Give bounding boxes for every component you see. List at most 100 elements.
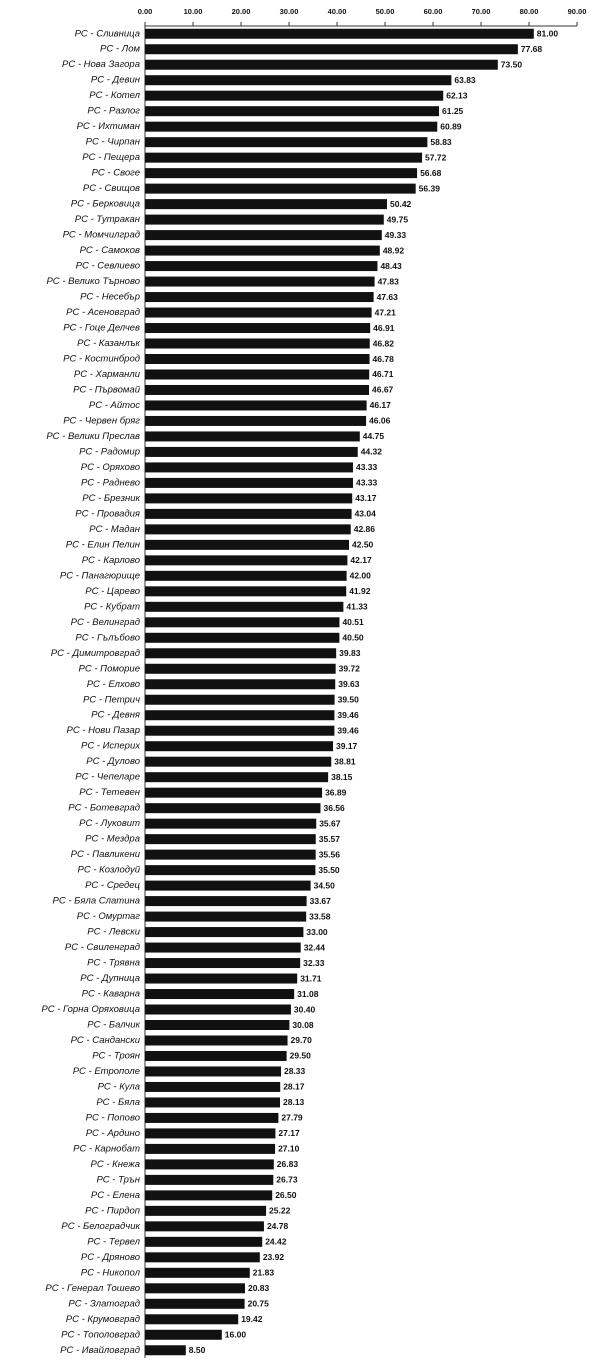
x-tick-label: 40.00 [328, 7, 347, 16]
y-tick-label: РС - Никопол [81, 1267, 141, 1278]
value-label: 36.56 [323, 803, 345, 813]
y-tick-label: РС - Девня [91, 710, 140, 721]
value-label: 46.91 [373, 323, 395, 333]
bar [145, 1128, 276, 1139]
x-tick-label: 10.00 [184, 7, 203, 16]
value-label: 58.83 [430, 137, 452, 147]
y-tick-label: РС - Сандански [71, 1035, 141, 1046]
x-tick-label: 90.00 [568, 7, 587, 16]
value-label: 40.51 [342, 617, 364, 627]
bar [145, 803, 321, 814]
bar [145, 1081, 281, 1092]
bar [145, 973, 298, 984]
value-label: 48.43 [380, 261, 402, 271]
bar [145, 679, 336, 690]
value-label: 43.33 [356, 478, 378, 488]
value-label: 43.17 [355, 493, 377, 503]
y-tick-label: РС - Левски [87, 927, 140, 938]
value-label: 8.50 [189, 1345, 206, 1355]
value-label: 42.17 [350, 555, 372, 565]
value-label: 31.08 [297, 989, 319, 999]
value-label: 38.81 [334, 756, 356, 766]
bar [145, 1112, 279, 1123]
value-label: 26.73 [276, 1175, 298, 1185]
value-label: 39.46 [337, 725, 359, 735]
y-tick-label: РС - Разлог [87, 106, 140, 117]
y-tick-label: РС - Берковица [71, 199, 140, 210]
y-tick-label: РС - Ихтиман [77, 121, 141, 132]
value-label: 42.86 [354, 524, 376, 534]
x-tick-label: 0.00 [138, 7, 153, 16]
y-tick-label: РС - Поморие [79, 663, 140, 674]
y-tick-label: РС - Пирдоп [85, 1205, 141, 1216]
value-label: 56.68 [420, 168, 442, 178]
value-label: 39.46 [337, 710, 359, 720]
y-tick-label: РС - Бяла Слатина [53, 896, 141, 907]
bar [145, 214, 384, 225]
y-tick-label: РС - Луковит [79, 818, 140, 829]
y-tick-label: РС - Дряново [81, 1252, 140, 1263]
value-label: 46.06 [369, 416, 391, 426]
y-tick-label: РС - Тутракан [75, 214, 141, 225]
y-tick-label: РС - Царево [85, 586, 140, 597]
value-label: 28.33 [284, 1066, 306, 1076]
value-label: 27.79 [281, 1113, 303, 1123]
y-tick-label: РС - Севлиево [76, 261, 140, 272]
value-label: 40.50 [342, 633, 364, 643]
bar [145, 354, 370, 364]
value-label: 73.50 [501, 59, 523, 69]
value-label: 39.83 [339, 648, 361, 658]
y-tick-label: РС - Исперих [81, 741, 141, 752]
bar [145, 1035, 288, 1046]
bar [145, 1221, 264, 1232]
value-label: 29.70 [291, 1035, 313, 1045]
value-label: 46.17 [370, 400, 392, 410]
bar [145, 28, 534, 39]
bar [145, 199, 388, 210]
y-tick-label: РС - Казанлък [77, 338, 140, 349]
value-label: 25.22 [269, 1206, 291, 1216]
value-label: 47.83 [378, 276, 400, 286]
bar [145, 539, 349, 550]
y-tick-label: РС - Чирпан [86, 137, 141, 148]
value-label: 29.50 [290, 1051, 312, 1061]
bar [145, 772, 329, 783]
y-tick-label: РС - Козлодуй [78, 865, 141, 876]
value-label: 27.17 [278, 1128, 300, 1138]
y-tick-label: РС - Радомир [79, 446, 140, 457]
y-tick-label: РС - Девин [91, 75, 141, 86]
value-label: 26.83 [277, 1159, 299, 1169]
value-label: 19.42 [241, 1314, 263, 1324]
y-tick-label: РС - Велико Търново [46, 276, 140, 287]
y-tick-label: РС - Момчилград [63, 230, 140, 241]
y-tick-label: РС - Каварна [82, 989, 140, 1000]
bar [145, 137, 428, 148]
bar [145, 121, 438, 132]
value-label: 16.00 [225, 1330, 247, 1340]
y-tick-label: РС - Оряхово [81, 462, 140, 473]
x-tick-label: 30.00 [280, 7, 299, 16]
y-tick-label: РС - Първомай [73, 384, 141, 395]
y-tick-label: РС - Лом [100, 44, 140, 55]
y-tick-label: РС - Червен бряг [63, 415, 140, 426]
bar [145, 741, 334, 752]
value-label: 44.32 [361, 447, 383, 457]
bar [145, 1329, 222, 1340]
y-tick-label: РС - Балчик [87, 1020, 140, 1031]
y-tick-label: РС - Кубрат [84, 601, 140, 612]
bar [145, 880, 311, 891]
bar [145, 586, 347, 597]
bar [145, 307, 372, 318]
y-tick-label: РС - Петрич [83, 694, 140, 705]
y-tick-label: РС - Самоков [80, 245, 140, 256]
bar [145, 1159, 274, 1170]
bar [145, 446, 358, 457]
value-label: 47.21 [375, 307, 397, 317]
bar [145, 896, 307, 907]
value-label: 49.75 [387, 214, 409, 224]
value-label: 43.33 [356, 462, 378, 472]
value-label: 39.72 [339, 664, 361, 674]
y-tick-label: РС - Гълъбово [75, 632, 140, 643]
value-label: 42.00 [350, 571, 372, 581]
value-label: 28.17 [283, 1082, 305, 1092]
